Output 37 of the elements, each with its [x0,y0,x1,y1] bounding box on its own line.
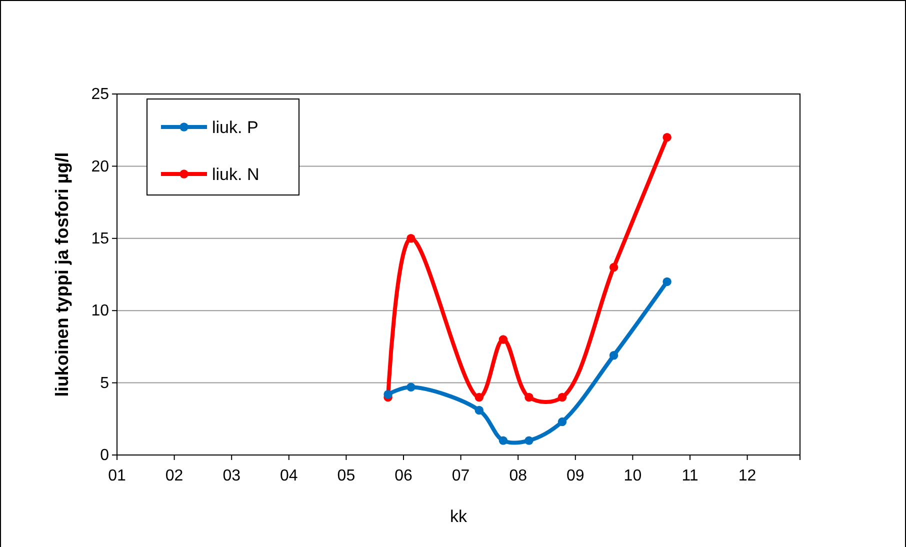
x-tick-label: 02 [165,468,184,485]
point [498,436,508,445]
x-tick-label: 09 [566,468,584,485]
point [524,436,534,445]
point [406,234,416,243]
point [662,132,672,142]
x-tick-label: 08 [509,468,528,485]
x-tick-label: 12 [738,468,756,485]
point [524,392,534,402]
x-tick-label: 05 [337,468,356,485]
y-axis-title: liukoinen typpi ja fosfori µg/l [52,152,72,397]
y-tick-label: 5 [100,374,110,392]
x-tick-label: 10 [624,468,642,485]
y-tick-label: 20 [91,158,110,176]
point [384,390,392,399]
point [558,392,567,402]
y-tick-label: 25 [91,86,110,104]
legend-label: liuk. P [212,118,258,137]
x-tick-label: 11 [682,468,698,485]
y-tick-label: 10 [91,302,110,320]
y-tick-label: 15 [91,230,110,248]
x-tick-label: 07 [452,468,470,485]
point [662,277,672,286]
legend-label: liuk. N [212,165,260,184]
point [474,406,484,415]
point [406,382,416,392]
point [498,335,508,344]
x-tick-label: 01 [108,468,126,485]
x-axis-title: kk [450,507,468,526]
x-tick-label: 04 [280,468,298,485]
x-tick-label: 06 [394,468,412,485]
point [558,417,567,426]
x-tick-label: 03 [222,468,241,485]
point [609,351,618,360]
y-tick-label: 0 [100,447,110,464]
point [609,262,618,272]
point [474,392,484,402]
